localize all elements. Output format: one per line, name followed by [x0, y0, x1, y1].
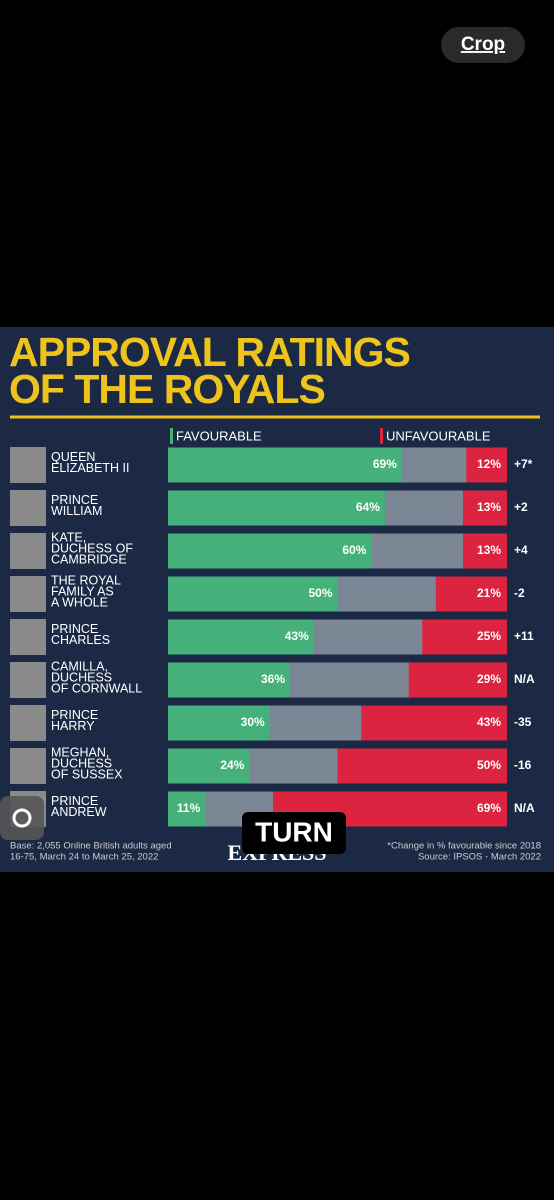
category-label: THE ROYAL [51, 573, 121, 587]
category-label: HARRY [51, 719, 95, 733]
category-label: MEGHAN, [51, 745, 109, 759]
change-label: N/A [514, 801, 535, 815]
bar-favourable [168, 619, 314, 655]
value-label: 13% [477, 500, 501, 514]
value-label: 24% [220, 758, 244, 772]
overlay-label: TURN [255, 816, 333, 847]
portrait [10, 748, 46, 784]
footnote: Source: IPSOS - March 2022 [418, 852, 541, 863]
category-label: DUCHESS [51, 756, 112, 770]
bar-unfavourable [462, 490, 507, 526]
value-label: 43% [477, 715, 501, 729]
change-label: +2 [514, 500, 528, 514]
change-label: +4 [514, 543, 528, 557]
category-label: DUCHESS OF [51, 541, 133, 555]
overlay-box [242, 812, 346, 854]
value-label: 60% [342, 543, 366, 557]
bar-favourable [168, 576, 338, 612]
value-label: 50% [308, 586, 332, 600]
value-label: 64% [356, 500, 380, 514]
footnote: Base: 2,055 Online British adults aged [10, 841, 172, 852]
chart-title: APPROVAL RATINGS [9, 329, 410, 375]
value-label: 69% [373, 457, 397, 471]
category-label: KATE, [51, 530, 86, 544]
value-label: 25% [477, 629, 501, 643]
legend-swatch [380, 428, 383, 444]
legend-label: FAVOURABLE [176, 428, 262, 443]
change-label: +7* [514, 457, 533, 471]
category-label: PRINCE [51, 493, 98, 507]
footnote: *Change in % favourable since 2018 [387, 841, 541, 852]
category-label: ANDREW [51, 805, 107, 819]
portrait [10, 705, 46, 741]
category-label: PRINCE [51, 622, 98, 636]
bar-favourable [168, 533, 372, 569]
category-label: PRINCE [51, 708, 98, 722]
bar-unfavourable [361, 705, 507, 741]
bar-unfavourable [422, 619, 507, 655]
category-label: DUCHESS [51, 670, 112, 684]
category-label: OF SUSSEX [51, 767, 123, 781]
legend-swatch [170, 428, 173, 444]
crop-label[interactable]: Crop [461, 34, 505, 55]
value-label: 36% [261, 672, 285, 686]
crop-button[interactable] [441, 27, 525, 63]
portrait [10, 490, 46, 526]
category-label: ELIZABETH II [51, 461, 130, 475]
crop-icon[interactable] [0, 796, 44, 840]
portrait [10, 576, 46, 612]
bar-unfavourable [408, 662, 507, 698]
bar-unfavourable [435, 576, 507, 612]
value-label: 43% [285, 629, 309, 643]
portrait [10, 662, 46, 698]
crop-icon-glyph [12, 808, 32, 828]
value-label: 69% [477, 801, 501, 815]
value-label: 30% [241, 715, 265, 729]
legend-label: UNFAVOURABLE [386, 428, 491, 443]
bar-favourable [168, 705, 270, 741]
category-label: PRINCE [51, 794, 98, 808]
change-label: -16 [514, 758, 532, 772]
category-label: FAMILY AS [51, 584, 114, 598]
bar-favourable [168, 662, 291, 698]
value-label: 13% [477, 543, 501, 557]
category-label: CHARLES [51, 633, 110, 647]
footnote: 16-75, March 24 to March 25, 2022 [10, 852, 158, 863]
portrait [10, 533, 46, 569]
bar-favourable [168, 791, 206, 827]
value-label: 11% [177, 801, 201, 815]
portrait [10, 447, 46, 483]
bar-unfavourable [337, 748, 507, 784]
value-label: 50% [477, 758, 501, 772]
bar-favourable [168, 748, 250, 784]
portrait [10, 619, 46, 655]
category-label: CAMILLA, [51, 659, 108, 673]
category-label: CAMBRIDGE [51, 552, 127, 566]
change-label: -2 [514, 586, 525, 600]
value-label: 29% [477, 672, 501, 686]
change-label: N/A [514, 672, 535, 686]
bar-unfavourable [462, 533, 507, 569]
value-label: 21% [477, 586, 501, 600]
bar-unfavourable [466, 447, 507, 483]
bar-favourable [168, 447, 402, 483]
category-label: WILLIAM [51, 504, 102, 518]
change-label: -35 [514, 715, 532, 729]
category-label: QUEEN [51, 450, 95, 464]
category-label: A WHOLE [51, 595, 108, 609]
bar-favourable [168, 490, 385, 526]
category-label: OF CORNWALL [51, 681, 142, 695]
chart-title: OF THE ROYALS [9, 366, 325, 412]
change-label: +11 [514, 629, 534, 643]
value-label: 12% [477, 457, 501, 471]
